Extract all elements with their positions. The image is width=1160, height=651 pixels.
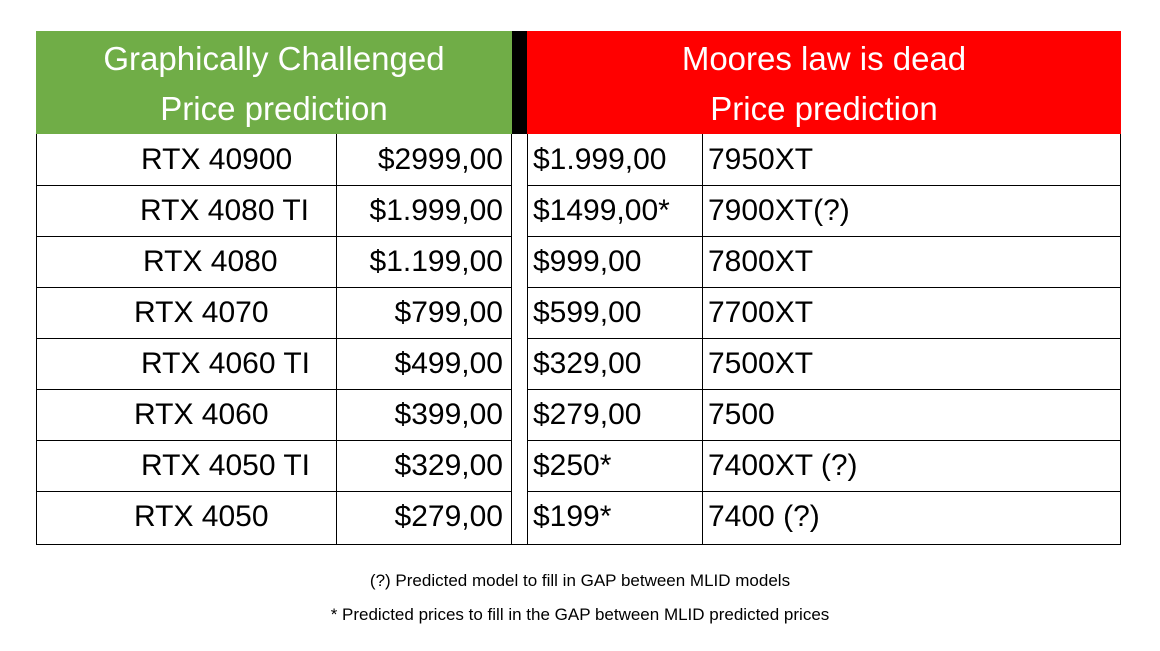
table-row: $999,00 7800XT xyxy=(528,236,1120,288)
table-row: $599,00 7700XT xyxy=(528,287,1120,339)
table-row: $329,00 7500XT xyxy=(528,338,1120,390)
gc-price: $799,00 xyxy=(394,296,503,329)
table-row: RTX 4060 TI $499,00 xyxy=(37,338,511,390)
nvidia-model: RTX 4050 xyxy=(134,500,269,533)
mlid-price: $329,00 xyxy=(533,347,642,380)
column-divider xyxy=(336,134,337,544)
nvidia-model: RTX 40900 xyxy=(141,143,293,176)
amd-model: 7400XT (?) xyxy=(708,449,858,482)
header-left-title: Graphically Challenged xyxy=(103,40,445,77)
table-row: RTX 4080 $1.199,00 xyxy=(37,236,511,288)
amd-model: 7500 xyxy=(708,398,775,431)
header-right-title: Moores law is dead xyxy=(681,40,967,77)
amd-price-table: $1.999,00 7950XT $1499,00* 7900XT(?) $999,00… xyxy=(527,134,1121,545)
table-row: RTX 4050 $279,00 xyxy=(37,491,511,542)
mlid-price: $999,00 xyxy=(533,245,642,278)
gc-price: $399,00 xyxy=(394,398,503,431)
gc-price: $1.999,00 xyxy=(369,194,503,227)
header-left-subtitle: Price prediction xyxy=(160,90,388,127)
table-row: $199* 7400 (?) xyxy=(528,491,1120,542)
mlid-price: $279,00 xyxy=(533,398,642,431)
nvidia-model: RTX 4080 xyxy=(143,245,278,278)
amd-model: 7800XT xyxy=(708,245,814,278)
table-row: RTX 4060 $399,00 xyxy=(37,389,511,441)
table-row: RTX 4080 TI $1.999,00 xyxy=(37,185,511,237)
column-divider xyxy=(702,134,703,544)
table-row: RTX 4050 TI $329,00 xyxy=(37,440,511,492)
nvidia-price-table: RTX 40900 $2999,00 RTX 4080 TI $1.999,00 RTX… xyxy=(36,134,512,545)
gc-price: $2999,00 xyxy=(377,143,503,176)
table-row: $250* 7400XT (?) xyxy=(528,440,1120,492)
amd-model: 7700XT xyxy=(708,296,814,329)
nvidia-model: RTX 4050 TI xyxy=(141,449,310,482)
amd-model: 7900XT(?) xyxy=(708,194,850,227)
gc-price: $279,00 xyxy=(394,500,503,533)
mlid-price: $1.999,00 xyxy=(533,143,667,176)
table-row: RTX 4070 $799,00 xyxy=(37,287,511,339)
header-right-subtitle: Price prediction xyxy=(710,90,938,127)
header-graphically-challenged: Graphically Challenged Price prediction xyxy=(36,31,512,134)
table-row: $279,00 7500 xyxy=(528,389,1120,441)
table-row: $1499,00* 7900XT(?) xyxy=(528,185,1120,237)
table-row: $1.999,00 7950XT xyxy=(528,134,1120,186)
table-row: RTX 40900 $2999,00 xyxy=(37,134,511,186)
gc-price: $329,00 xyxy=(394,449,503,482)
nvidia-model: RTX 4060 xyxy=(134,398,269,431)
table-gap xyxy=(512,134,527,545)
amd-model: 7500XT xyxy=(708,347,814,380)
header-moores-law-is-dead: Moores law is dead Price prediction xyxy=(527,31,1121,134)
mlid-price: $199* xyxy=(533,500,612,533)
nvidia-model: RTX 4060 TI xyxy=(141,347,310,380)
model-note: (?) Predicted model to fill in GAP betwe… xyxy=(369,571,791,590)
mlid-price: $599,00 xyxy=(533,296,642,329)
mlid-price: $250* xyxy=(533,449,612,482)
amd-model: 7400 (?) xyxy=(708,500,820,533)
nvidia-model: RTX 4070 xyxy=(134,296,269,329)
mlid-price: $1499,00* xyxy=(533,194,670,227)
price-note: * Predicted prices to fill in the GAP be… xyxy=(330,605,830,624)
gc-price: $1.199,00 xyxy=(369,245,503,278)
nvidia-model: RTX 4080 TI xyxy=(140,194,309,227)
header-divider xyxy=(512,31,527,134)
gc-price: $499,00 xyxy=(394,347,503,380)
amd-model: 7950XT xyxy=(708,143,814,176)
